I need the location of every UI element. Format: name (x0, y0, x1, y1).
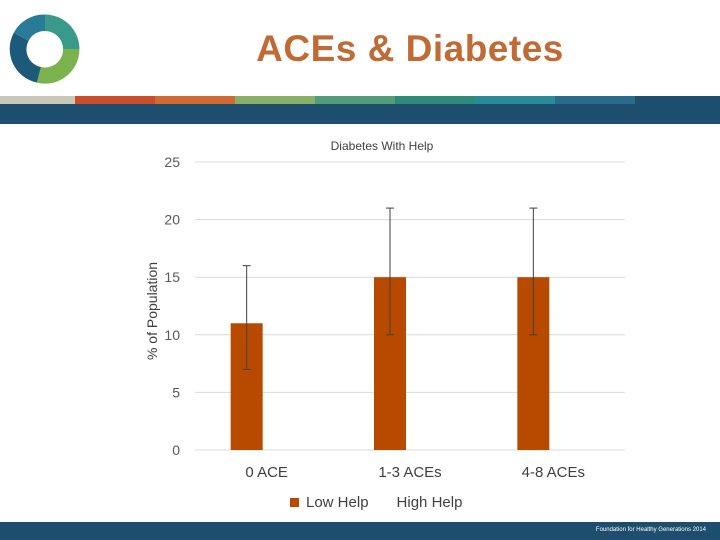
strip-segment (75, 96, 155, 104)
y-tick-label: 25 (164, 154, 180, 170)
y-tick-label: 5 (172, 384, 180, 400)
strip-segment (235, 96, 315, 104)
strip-segment (315, 96, 395, 104)
strip-segment (475, 96, 555, 104)
y-tick-label: 20 (164, 212, 180, 228)
y-tick-label: 15 (164, 269, 180, 285)
x-tick-label: 0 ACE (245, 464, 288, 481)
strip-segment (555, 96, 635, 104)
strip-segment (155, 96, 235, 104)
x-tick-label: 4-8 ACEs (522, 464, 585, 481)
y-axis-label: % of Population (144, 262, 160, 360)
legend-label-low-help: Low Help (306, 494, 369, 511)
x-tick-label: 1-3 ACEs (378, 464, 441, 481)
chart-title: Diabetes With Help (331, 139, 434, 153)
bar-chart: Diabetes With Help 0 5 10 15 20 25 % of Populat… (144, 139, 625, 481)
chart-legend: Low Help High Help (290, 494, 490, 511)
footer-text: Foundation for Healthy Generations 2014 (595, 527, 706, 533)
slide-title: ACEs & Diabetes (256, 28, 564, 69)
legend-swatch-low-help (290, 498, 299, 507)
header-band (0, 104, 720, 124)
legend-item-high-help: High Help (397, 494, 463, 511)
legend-item-low-help: Low Help (290, 494, 369, 511)
header-color-strip (0, 96, 720, 104)
footer-band: Foundation for Healthy Generations 2014 (0, 522, 720, 540)
y-tick-label: 10 (164, 327, 180, 343)
strip-segment (635, 96, 720, 104)
y-tick-label: 0 (172, 442, 180, 458)
strip-segment (0, 96, 75, 104)
strip-segment (395, 96, 475, 104)
organization-logo-icon (9, 14, 80, 84)
legend-label-high-help: High Help (396, 494, 463, 511)
